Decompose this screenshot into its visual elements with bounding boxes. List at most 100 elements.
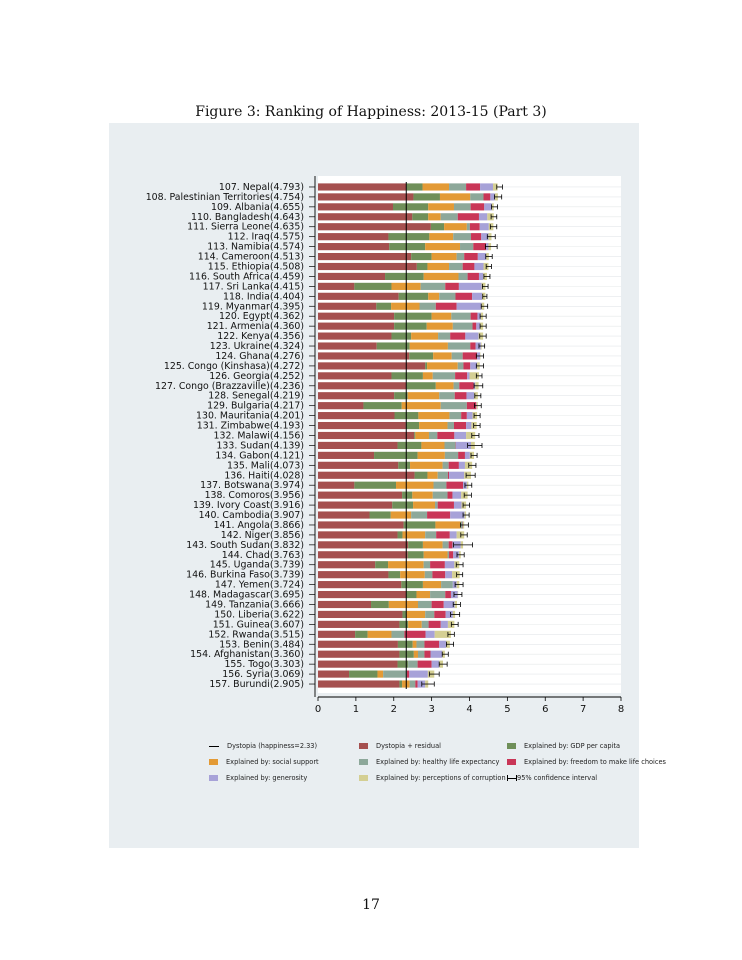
country-label: 152. Rwanda(3.515)	[208, 629, 304, 640]
bar-segment-health	[419, 302, 436, 310]
bar-segment-generosity	[445, 571, 453, 579]
bar-segment-gdp	[391, 372, 423, 380]
bar-segment-freedom	[404, 630, 426, 638]
bar-segment-dystopia_residual	[318, 620, 400, 628]
bar-segment-generosity	[472, 292, 482, 300]
bar-segment-dystopia_residual	[318, 531, 398, 539]
legend-label: Explained by: healthy life expectancy	[376, 758, 500, 766]
bar-segment-freedom	[407, 670, 410, 678]
bar-segment-social	[427, 471, 438, 479]
bar-segment-health	[420, 282, 446, 290]
bar-segment-generosity	[425, 630, 435, 638]
bar-segment-generosity	[443, 600, 455, 609]
legend-item-freedom: Explained by: freedom to make life choic…	[507, 758, 666, 766]
country-label: 139. Ivory Coast(3.916)	[193, 500, 304, 511]
bar-segment-health	[408, 660, 418, 668]
bar-segment-dystopia_residual	[318, 372, 392, 380]
bar-segment-dystopia_residual	[318, 332, 392, 340]
bar-segment-freedom	[455, 292, 473, 300]
bar-segment-social	[439, 193, 471, 201]
country-label: 126. Georgia(4.252)	[209, 371, 304, 382]
country-label: 157. Burundi(2.905)	[209, 679, 304, 690]
x-tick-label: 7	[580, 704, 586, 715]
bar-segment-social	[428, 203, 454, 211]
bar-segment-health	[466, 223, 470, 231]
bar-segment-generosity	[456, 302, 482, 310]
bar-segment-gdp	[385, 272, 424, 281]
bar-segment-dystopia_residual	[318, 551, 408, 559]
bar-segment-dystopia_residual	[318, 262, 417, 271]
bar-segment-freedom	[434, 610, 446, 619]
bar-segment-dystopia_residual	[318, 412, 395, 420]
bar-segment-dystopia_residual	[318, 501, 393, 509]
bar-segment-health	[417, 650, 425, 658]
bar-segment-dystopia_residual	[318, 471, 415, 479]
bar-segment-generosity	[445, 610, 453, 619]
bar-segment-freedom	[462, 262, 475, 271]
country-label: 127. Congo (Brazzaville)(4.236)	[155, 381, 304, 392]
bar-segment-corruption	[452, 571, 460, 579]
bar-segment-social	[422, 372, 433, 380]
bar-segment-health	[451, 312, 471, 320]
bar-segment-generosity	[464, 451, 470, 459]
bar-segment-freedom	[445, 282, 459, 290]
legend-swatch	[507, 759, 516, 765]
bar-segment-generosity	[470, 362, 478, 370]
page-number: 17	[362, 897, 380, 913]
bar-segment-freedom	[447, 471, 450, 479]
country-label: 142. Niger(3.856)	[221, 530, 304, 541]
bar-segment-generosity	[450, 511, 465, 519]
legend-label: Explained by: social support	[226, 758, 319, 766]
bar-segment-health	[432, 372, 456, 380]
bar-segment-social	[422, 581, 442, 589]
bar-segment-freedom	[448, 541, 453, 549]
bar-segment-social	[418, 412, 450, 420]
bar-segment-health	[417, 600, 432, 609]
bar-segment-gdp	[369, 511, 391, 519]
bar-segment-generosity	[465, 332, 479, 340]
legend-swatch	[507, 743, 516, 749]
bar-segment-freedom	[469, 223, 480, 231]
bar-segment-freedom	[437, 501, 454, 509]
country-label: 115. Ethiopia(4.508)	[208, 262, 304, 273]
legend-swatch	[359, 743, 368, 749]
bar-segment-generosity	[430, 650, 443, 658]
bar-segment-gdp	[392, 501, 414, 509]
bar-segment-social	[429, 233, 454, 241]
bar-segment-generosity	[481, 233, 489, 241]
country-label: 145. Uganda(3.739)	[210, 560, 304, 571]
bar-segment-dystopia_residual	[318, 322, 395, 330]
bar-segment-health	[449, 412, 462, 420]
legend-item-ci: 95% confidence interval	[505, 774, 597, 782]
country-label: 141. Angola(3.866)	[214, 520, 304, 531]
bar-segment-dystopia_residual	[318, 233, 389, 241]
bar-segment-social	[408, 620, 422, 628]
bar-segment-social	[400, 571, 425, 579]
bar-segment-gdp	[407, 551, 424, 559]
bar-segment-social	[435, 521, 461, 529]
bar-segment-dystopia_residual	[318, 590, 407, 599]
bar-segment-social	[431, 252, 457, 261]
x-tick-label: 0	[315, 704, 321, 715]
country-label: 131. Zimbabwe(4.193)	[197, 421, 304, 432]
country-label: 123. Ukraine(4.324)	[210, 341, 304, 352]
bar-segment-generosity	[449, 531, 457, 539]
bar-segment-social	[410, 461, 443, 469]
bar-segment-social	[428, 213, 441, 221]
legend-label: Dystopia + residual	[376, 742, 441, 750]
bar-segment-social	[416, 590, 431, 599]
bar-segment-gdp	[354, 481, 397, 489]
bar-segment-social	[377, 670, 384, 678]
bar-segment-social	[421, 441, 445, 450]
bar-segment-freedom	[436, 531, 450, 539]
bar-segment-social	[412, 640, 417, 648]
bar-segment-dystopia_residual	[318, 441, 398, 450]
bar-segment-freedom	[437, 431, 455, 440]
country-label: 117. Sri Lanka(4.415)	[203, 281, 304, 292]
bar-segment-gdp	[394, 312, 432, 320]
bar-segment-gdp	[413, 193, 440, 201]
bar-segment-freedom	[454, 392, 467, 400]
legend-item-social: Explained by: social support	[209, 758, 319, 766]
bar-segment-health	[444, 441, 456, 450]
bar-segment-dystopia_residual	[318, 670, 350, 678]
